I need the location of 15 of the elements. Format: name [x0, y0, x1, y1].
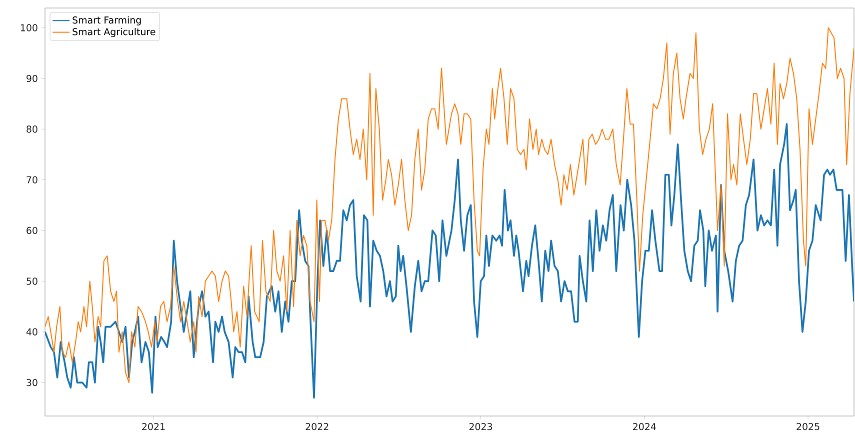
- x-tick-label: 2021: [142, 423, 165, 430]
- y-tick-label: 50: [26, 278, 38, 285]
- y-tick-label: 40: [26, 328, 38, 336]
- y-tick-label: 60: [26, 226, 38, 234]
- x-tick-label: 2022: [306, 423, 328, 430]
- x-tick-label: 2024: [633, 423, 656, 430]
- x-tick-label: 2025: [796, 423, 820, 430]
- legend-label: Smart Agriculture: [72, 28, 156, 38]
- y-tick-label: 80: [26, 126, 38, 133]
- y-tick-label: 30: [26, 378, 38, 386]
- x-tick-label: 2023: [469, 423, 492, 430]
- y-tick-label: 100: [20, 24, 38, 32]
- legend-label: Smart Farming: [72, 16, 141, 26]
- y-tick-label: 90: [26, 74, 38, 82]
- y-tick-label: 70: [26, 176, 38, 184]
